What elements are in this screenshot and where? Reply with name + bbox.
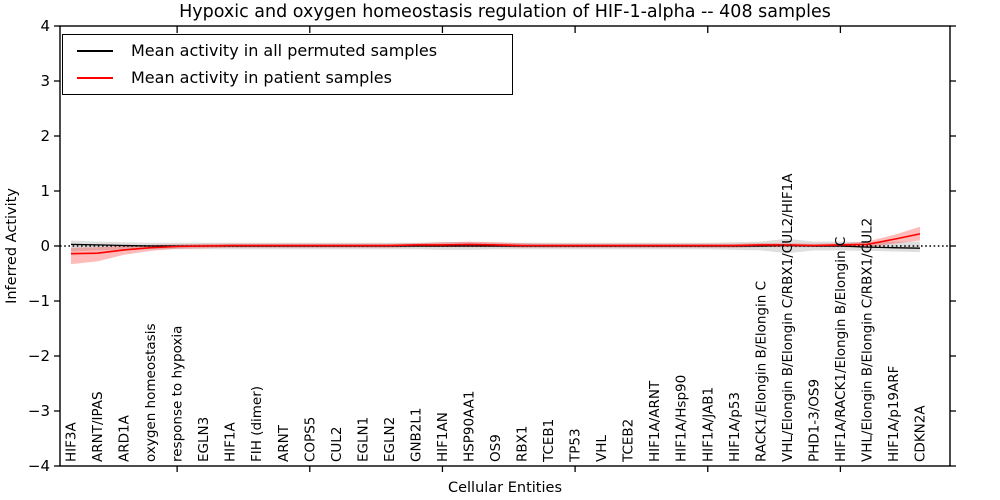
x-category-label: VHL/Elongin B/Elongin C/RBX1/CUL2 [859,218,875,462]
legend: Mean activity in all permuted samples Me… [62,34,513,95]
x-category-label: VHL/Elongin B/Elongin C/RBX1/CUL2/HIF1A [780,173,796,462]
y-tick-label: 1 [40,182,50,200]
y-tick-label: −1 [28,292,50,310]
x-category-label: RACK1/Elongin B/Elongin C [753,281,769,462]
y-tick-label: 3 [40,72,50,90]
x-category-label: HIF1A/p53 [727,392,743,462]
legend-line-sample-patient [77,77,113,80]
y-tick-label: 0 [40,237,50,255]
x-category-label: RBX1 [515,426,531,462]
y-tick-label: −2 [28,347,50,365]
x-category-label: HIF1A/Hsp90 [674,375,690,462]
x-category-label: TCEB1 [541,419,557,463]
legend-line-sample-permuted [77,49,113,52]
y-tick-label: 2 [40,127,50,145]
x-category-label: EGLN3 [196,417,212,462]
x-category-label: oxygen homeostasis [143,324,159,463]
x-axis-label: Cellular Entities [448,480,562,496]
x-category-label: FIH (dimer) [249,386,265,462]
x-category-label: HIF1AN [435,412,451,462]
x-category-label: response to hypoxia [170,326,186,462]
legend-label-permuted: Mean activity in all permuted samples [131,40,438,60]
x-category-label: TP53 [568,428,584,463]
legend-entry-permuted: Mean activity in all permuted samples [63,42,512,60]
chart-title: Hypoxic and oxygen homeostasis regulatio… [179,2,831,22]
patient-mean-line [70,233,921,255]
x-category-label: HIF3A [64,422,80,462]
x-category-label: VHL [594,435,610,462]
x-category-label: HSP90AA1 [462,391,478,462]
y-axis-label: Inferred Activity [4,188,20,304]
x-category-label: EGLN1 [355,417,371,462]
x-category-label: CUL2 [329,427,345,462]
x-category-label: GNB2L1 [408,407,424,462]
x-category-label: OS9 [488,434,504,462]
x-category-label: HIF1A/p19ARF [886,366,902,462]
x-category-label: HIF1A [223,422,239,462]
x-category-label: HIF1A/ARNT [647,380,663,462]
y-tick-label: 4 [40,17,50,35]
x-category-label: PHD1-3/OS9 [806,379,822,462]
x-category-label: TCEB2 [621,419,637,463]
x-category-label: ARD1A [117,414,133,462]
y-tick-label: −4 [28,457,50,475]
legend-entry-patient: Mean activity in patient samples [63,69,512,87]
x-category-label: HIF1A/RACK1/Elongin B/Elongin C [833,237,849,462]
x-category-label: EGLN2 [382,417,398,462]
x-category-label: CDKN2A [913,405,929,462]
x-category-label: HIF1A/JAB1 [700,387,716,462]
legend-label-patient: Mean activity in patient samples [131,68,392,88]
x-category-label: ARNT [276,424,292,462]
y-tick-label: −3 [28,402,50,420]
x-category-label: COPS5 [302,417,318,462]
x-category-label: ARNT/IPAS [90,391,106,462]
